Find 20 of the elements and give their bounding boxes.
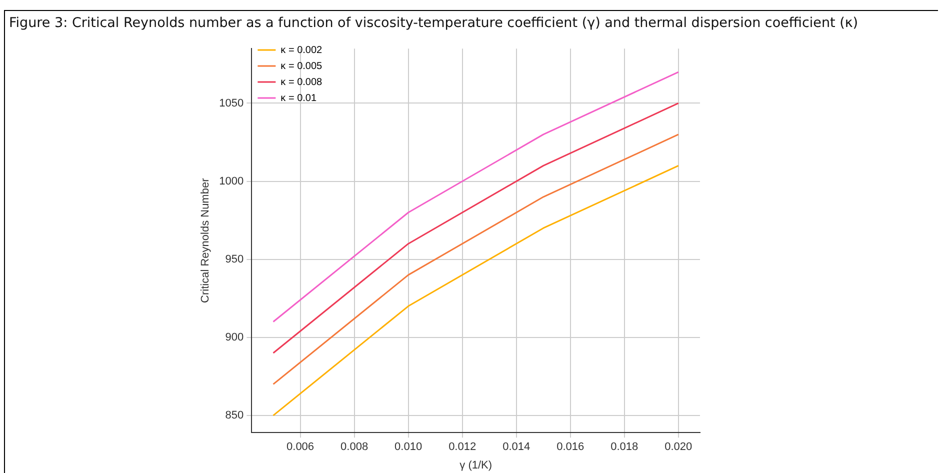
x-tick-label: 0.018: [610, 441, 638, 454]
y-tick-label: 1000: [219, 175, 244, 188]
x-tick-label: 0.012: [448, 441, 476, 454]
y-axis-title: Critical Reynolds Number: [200, 178, 212, 303]
y-tick-label: 900: [225, 331, 244, 344]
legend-label: κ = 0.002: [280, 44, 323, 56]
y-tick-label: 950: [225, 253, 244, 266]
x-axis-title: γ (1/K): [460, 459, 492, 472]
x-tick-label: 0.020: [664, 441, 692, 454]
x-tick-label: 0.008: [340, 441, 368, 454]
x-tick-label: 0.010: [394, 441, 422, 454]
x-tick-label: 0.006: [286, 441, 314, 454]
legend-label: κ = 0.01: [280, 92, 317, 104]
y-tick-label: 1050: [219, 97, 244, 110]
chart-title: Figure 3: Critical Reynolds number as a function of viscosity-temperature coefficient (γ) and thermal dispersion coefficient (κ): [9, 15, 858, 31]
x-tick-label: 0.014: [502, 441, 530, 454]
x-tick-label: 0.016: [556, 441, 584, 454]
legend-label: κ = 0.005: [280, 60, 323, 72]
legend-label: κ = 0.008: [280, 76, 323, 88]
y-tick-label: 850: [225, 409, 244, 422]
